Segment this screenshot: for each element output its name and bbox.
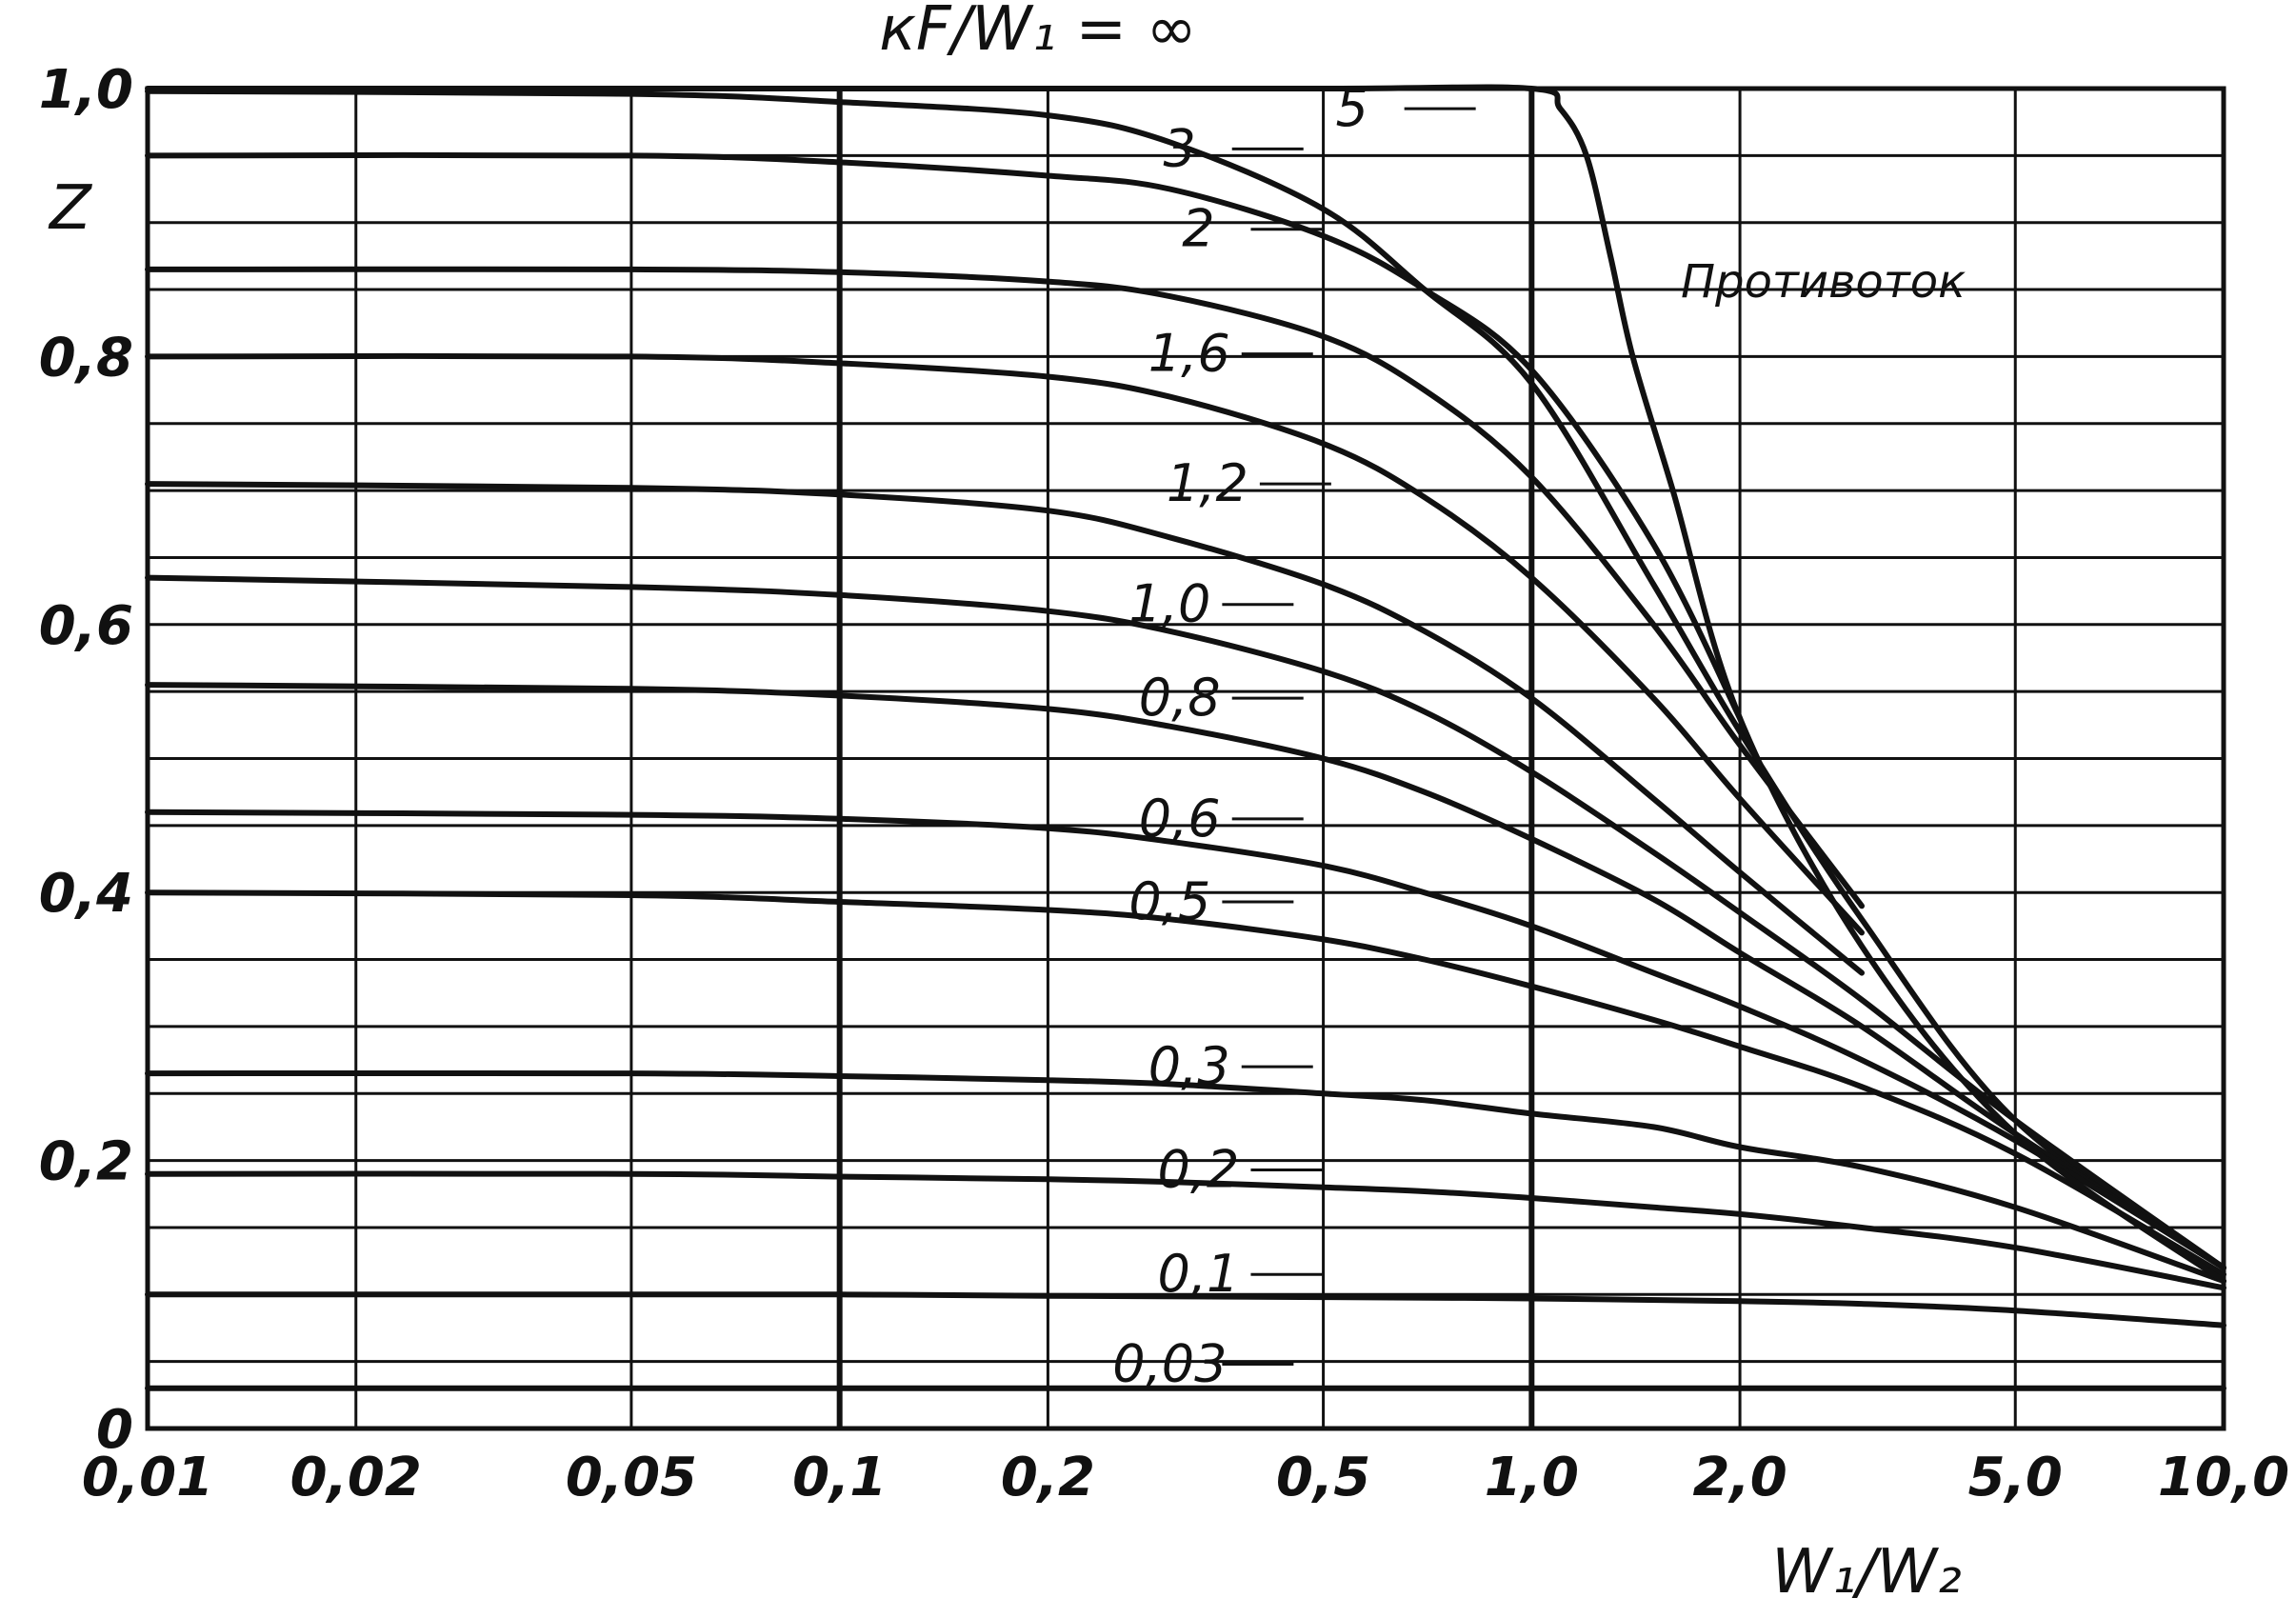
x-tick-label: 0,05 <box>566 1447 697 1508</box>
y-tick-label: 0,8 <box>39 327 133 389</box>
x-tick-label: 0,5 <box>1276 1447 1370 1508</box>
curve-label: 0,3 <box>1148 1036 1230 1096</box>
x-tick-label: 0,2 <box>1001 1447 1095 1508</box>
curve-1-2 <box>145 481 1865 976</box>
curve-2 <box>145 266 1865 909</box>
curve-labels: 5 3 2 1,6 1,2 1,0 0,8 0,6 0,5 0,3 0,2 0,1 0,03 <box>1112 78 1368 1393</box>
y-tick-label: 0,4 <box>39 863 133 925</box>
curve-label: 5 <box>1335 78 1368 138</box>
curves <box>145 84 2226 1391</box>
curve-label: 0,2 <box>1158 1139 1240 1199</box>
curve-0-8 <box>145 682 2226 1271</box>
x-tick-label: 1,0 <box>1485 1447 1579 1508</box>
y-tick-label: 0,6 <box>39 595 133 657</box>
y-tick-label: 0,2 <box>39 1131 133 1193</box>
x-tick-label: 5,0 <box>1968 1447 2063 1508</box>
curve-label: 0,5 <box>1128 871 1210 931</box>
curve-0-1 <box>145 1291 2226 1328</box>
curve-label: 2 <box>1182 199 1214 259</box>
plot-frame <box>145 86 2226 1431</box>
y-axis-title: Z <box>48 173 92 244</box>
curve-0-6 <box>145 809 2226 1271</box>
curve-1-0 <box>145 574 2226 1271</box>
x-tick-label: 10,0 <box>2158 1447 2289 1508</box>
curve-label: 0,03 <box>1112 1333 1227 1393</box>
x-tick-label: 2,0 <box>1692 1447 1787 1508</box>
curve-3 <box>145 151 1744 722</box>
curve-1-6 <box>145 352 1865 936</box>
curve-0-2 <box>145 1170 2226 1291</box>
x-tick-label: 0,02 <box>290 1447 422 1508</box>
y-tick-label: 1,0 <box>39 59 133 121</box>
curve-label: 0,8 <box>1139 668 1221 728</box>
curve-label: 0,1 <box>1158 1244 1240 1304</box>
curve-label: 3 <box>1164 118 1196 178</box>
y-tick-label: 0 <box>96 1399 133 1461</box>
curve-0-5 <box>145 889 2226 1278</box>
x-axis-title: W₁/W₂ <box>1771 1537 1961 1608</box>
curve-label: 0,6 <box>1139 789 1221 849</box>
counterflow-annotation: Противоток <box>1681 255 1966 309</box>
curve-0-3 <box>145 1069 2226 1285</box>
label-leaders <box>1222 107 1476 1366</box>
curve-label: 1,0 <box>1128 574 1210 634</box>
curve-label: 1,6 <box>1148 324 1230 384</box>
x-tick-label: 0,1 <box>792 1447 887 1508</box>
curve-label: 1,2 <box>1167 453 1248 513</box>
y-tick-labels: 0 0,2 0,4 0,6 0,8 1,0 <box>39 59 133 1461</box>
x-tick-labels: 0,01 0,02 0,05 0,1 0,2 0,5 1,0 2,0 5,0 10,0 <box>82 1447 2289 1508</box>
x-tick-label: 0,01 <box>82 1447 213 1508</box>
chart-title: кF/W₁ = ∞ <box>879 0 1197 65</box>
